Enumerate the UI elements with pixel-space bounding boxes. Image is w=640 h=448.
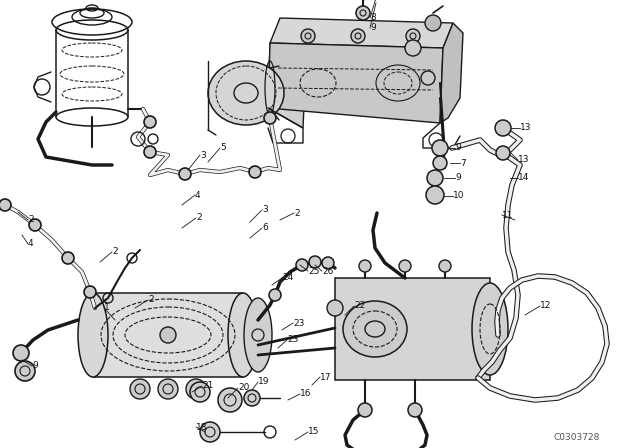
Circle shape [406,29,420,43]
Circle shape [408,403,422,417]
Circle shape [496,146,510,160]
Circle shape [425,15,441,31]
Circle shape [158,379,178,399]
Polygon shape [93,293,243,377]
Polygon shape [270,18,453,48]
Ellipse shape [78,293,108,377]
Text: 2: 2 [112,247,118,257]
Text: 23: 23 [293,319,305,327]
Text: C0303728: C0303728 [554,432,600,441]
Circle shape [327,300,343,316]
Text: 15: 15 [308,427,319,436]
Circle shape [200,422,220,442]
Circle shape [186,379,206,399]
Ellipse shape [472,283,508,375]
Circle shape [179,168,191,180]
Circle shape [426,186,444,204]
Text: 16: 16 [300,389,312,399]
Text: 4: 4 [28,240,34,249]
Circle shape [144,116,156,128]
Circle shape [296,259,308,271]
Text: 2: 2 [196,214,202,223]
Ellipse shape [228,293,258,377]
Text: 3: 3 [262,206,268,215]
Text: 10: 10 [453,191,465,201]
Circle shape [13,345,29,361]
Circle shape [432,140,448,156]
Circle shape [301,29,315,43]
Text: 3: 3 [200,151,205,159]
Text: 6: 6 [262,224,268,233]
Text: 9: 9 [370,23,376,33]
Text: 9: 9 [455,173,461,182]
Circle shape [130,379,150,399]
Text: 26: 26 [322,267,333,276]
Circle shape [160,327,176,343]
Text: 25: 25 [308,267,319,276]
Circle shape [495,120,511,136]
Circle shape [62,252,74,264]
Text: 11: 11 [502,211,513,220]
Text: 2: 2 [294,208,300,217]
Circle shape [190,382,210,402]
Circle shape [359,260,371,272]
Circle shape [405,40,421,56]
Text: 9: 9 [455,143,461,152]
Circle shape [0,199,11,211]
Text: 23: 23 [287,336,298,345]
Circle shape [269,289,281,301]
Circle shape [351,29,365,43]
Ellipse shape [343,301,407,357]
Circle shape [399,260,411,272]
Circle shape [427,170,443,186]
Text: 19: 19 [258,378,269,387]
Polygon shape [268,43,306,128]
Text: 22: 22 [354,302,365,310]
Text: 12: 12 [540,302,552,310]
Polygon shape [335,278,490,380]
Circle shape [244,390,260,406]
Polygon shape [268,43,443,123]
Circle shape [249,166,261,178]
Text: 14: 14 [518,173,529,182]
Circle shape [433,156,447,170]
Text: 4: 4 [195,190,200,199]
Text: 2: 2 [148,296,154,305]
Text: 13: 13 [518,155,529,164]
Circle shape [84,286,96,298]
Ellipse shape [244,298,272,372]
Text: 9: 9 [32,362,38,370]
Text: 17: 17 [320,372,332,382]
Text: 20: 20 [238,383,250,392]
Text: 21: 21 [202,382,213,391]
Text: 1: 1 [104,303,109,313]
Ellipse shape [208,61,284,125]
Circle shape [421,71,435,85]
Circle shape [358,403,372,417]
Circle shape [356,6,370,20]
Circle shape [29,219,41,231]
Circle shape [322,257,334,269]
Text: 24: 24 [282,273,293,283]
Circle shape [309,256,321,268]
Text: 8: 8 [370,13,376,22]
Circle shape [218,388,242,412]
Circle shape [144,146,156,158]
Text: 18: 18 [196,422,207,431]
Text: 2: 2 [28,215,34,224]
Text: 13: 13 [520,124,531,133]
Circle shape [264,112,276,124]
Text: 7: 7 [460,159,466,168]
Polygon shape [440,23,463,123]
Text: 5: 5 [220,143,226,152]
Circle shape [15,361,35,381]
Circle shape [439,260,451,272]
